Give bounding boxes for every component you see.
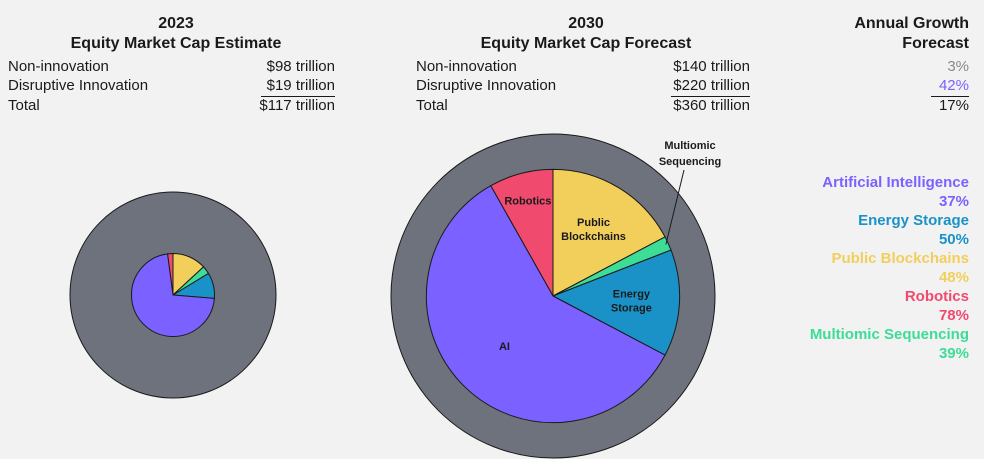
growth-title-line1: Annual Growth xyxy=(854,15,969,32)
mid-table-subtitle: Equity Market Cap Forecast xyxy=(480,35,692,52)
left-row-value: $117 trillion xyxy=(259,97,335,114)
legend-item-pct: 78% xyxy=(938,307,969,324)
growth-value: 3% xyxy=(947,58,969,75)
mid-row-value: $220 trillion xyxy=(612,76,750,97)
pie-slice-ai xyxy=(425,185,666,424)
mid-row-value-underlined: $220 trillion xyxy=(671,76,750,97)
mid-row-value: $360 trillion xyxy=(673,97,750,114)
legend-item-name: Public Blockchains xyxy=(831,250,969,267)
slice-label: Public xyxy=(577,217,610,229)
slice-label: Energy xyxy=(613,288,651,300)
pie-slice-energy-storage xyxy=(551,249,681,356)
legend-item-name: Robotics xyxy=(904,288,969,305)
left-row-label: Non-innovation xyxy=(8,58,109,75)
legend-item-pct: 39% xyxy=(938,345,969,362)
left-row-value: $98 trillion xyxy=(266,58,335,75)
pie-slice-ai xyxy=(131,253,215,337)
mid-row-label: Non-innovation xyxy=(416,58,517,75)
mid-row-label: Total xyxy=(416,97,448,114)
callout-line xyxy=(665,169,685,245)
growth-title: Annual Growth Forecast xyxy=(820,14,969,54)
mid-row-label: Disruptive Innovation xyxy=(416,77,557,94)
legend-item-name: Multiomic Sequencing xyxy=(809,326,969,343)
slice-label: AI xyxy=(499,341,510,353)
growth-value: 42% xyxy=(880,76,969,97)
slice-label: Storage xyxy=(611,302,652,314)
legend-item-name: Energy Storage xyxy=(858,212,969,229)
legend-item-pct: 37% xyxy=(938,193,969,210)
left-row-value: $19 trillion xyxy=(200,76,335,97)
mid-table-year: 2030 xyxy=(568,15,604,32)
legend-item-pct: 48% xyxy=(938,269,969,286)
growth-title-line2: Forecast xyxy=(902,35,969,52)
mid-row-value: $140 trillion xyxy=(673,58,750,75)
slice-label: Blockchains xyxy=(561,231,626,243)
left-table-year: 2023 xyxy=(158,15,194,32)
left-row-label: Total xyxy=(8,97,40,114)
callout-label: Sequencing xyxy=(659,156,721,168)
left-row-label: Disruptive Innovation xyxy=(8,77,149,94)
legend: Artificial Intelligence 37% Energy Storage… xyxy=(760,173,969,363)
legend-item-name: Artificial Intelligence xyxy=(822,174,969,191)
pie-slice-public-blockchains xyxy=(552,168,666,297)
left-table-subtitle: Equity Market Cap Estimate xyxy=(70,35,282,52)
left-row-value-underlined: $19 trillion xyxy=(260,76,335,97)
slice-label: Robotics xyxy=(504,195,551,207)
legend-item-pct: 50% xyxy=(938,231,969,248)
growth-value-underlined: 42% xyxy=(930,76,969,97)
growth-value: 17% xyxy=(938,97,969,114)
callout-label: Multiomic xyxy=(664,140,715,152)
